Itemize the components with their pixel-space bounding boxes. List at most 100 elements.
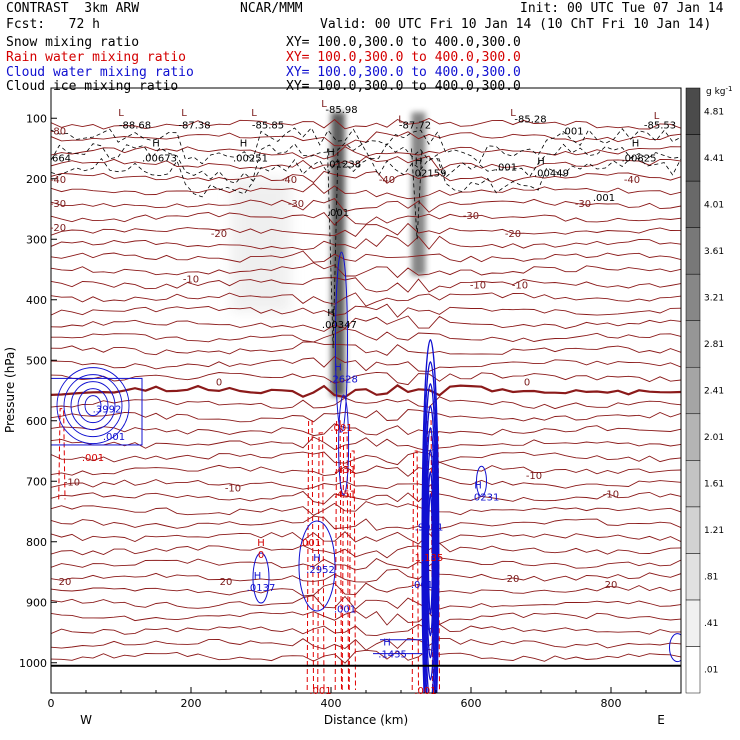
cloud-ice-contour: [51, 142, 681, 184]
temperature-label: -20: [211, 229, 227, 240]
temperature-label: -30: [50, 199, 66, 210]
cloud-water-contour: [424, 405, 437, 693]
temperature-label: -10: [225, 483, 241, 494]
field-rain-xy: XY= 100.0,300.0 to 400.0,300.0: [286, 50, 521, 65]
field-cloud-water-xy: XY= 100.0,300.0 to 400.0,300.0: [286, 65, 521, 80]
org-label: NCAR/MMM: [240, 1, 303, 16]
cloud-water-contour: [422, 361, 439, 693]
extremum-label: 0: [258, 550, 264, 561]
extremum-label: .9041: [415, 523, 444, 534]
temperature-contour: [51, 250, 681, 263]
extremum-label: .00251: [233, 154, 268, 165]
temperature-label: -10: [64, 477, 80, 488]
temperature-contour: [51, 568, 681, 583]
model-title: CONTRAST 3km ARW: [6, 1, 140, 16]
temperature-contour: [51, 409, 681, 423]
cloud-water-contour: [298, 520, 336, 612]
colorbar-label: 4.01: [704, 200, 724, 210]
colorbar-swatch: [685, 134, 701, 182]
rain-contour: [334, 420, 342, 690]
extremum-label: .00825: [622, 154, 657, 165]
colorbar-unit: g kg-1: [706, 85, 732, 97]
valid-time: Valid: 00 UTC Fri 10 Jan 14 (10 ChT Fri …: [320, 17, 712, 32]
colorbar-label: 2.41: [704, 387, 724, 397]
extremum-label: .001: [330, 423, 352, 434]
east-label: E: [657, 713, 665, 727]
y-tick-label: 100: [26, 112, 47, 125]
rain-contour: [341, 432, 349, 690]
y-tick-label: 200: [26, 173, 47, 186]
cloud-water-contour: [70, 381, 116, 431]
temperature-contour: [51, 451, 681, 466]
colorbar-label: .81: [704, 573, 718, 583]
extremum-label: L: [321, 99, 327, 110]
extremum-label: -87.72: [399, 120, 431, 131]
extremum-label: .001: [82, 453, 104, 464]
temperature-label: -10: [470, 281, 486, 292]
extremum-label: H: [257, 538, 265, 549]
temperature-contour: [51, 198, 681, 213]
temperature-contour: [51, 262, 681, 279]
colorbar-label: 3.61: [704, 247, 724, 257]
temperature-label: 20: [59, 577, 72, 588]
rain-contour: [58, 408, 66, 500]
cloud-water-contour: [421, 339, 440, 693]
temperature-contour: [51, 542, 681, 559]
colorbar-swatch: [685, 413, 701, 461]
extremum-label: H: [152, 138, 160, 149]
cloud-water-contour: [426, 471, 435, 637]
hydrometeor-contours-layer: [51, 127, 681, 693]
extremum-label: H: [422, 511, 430, 522]
temperature-contour: [51, 515, 681, 531]
temperature-label: -80: [50, 126, 66, 137]
colorbar-swatch: [685, 646, 701, 694]
temperature-label: -40: [379, 175, 395, 186]
extremum-label: .0137: [247, 583, 276, 594]
west-label: W: [80, 713, 92, 727]
cloud-water-contour: [669, 633, 681, 663]
colorbar-swatch: [685, 320, 701, 368]
extremum-label: .001: [327, 208, 349, 219]
temperature-contour: [51, 170, 681, 184]
colorbar-label: 1.61: [704, 480, 724, 490]
extremum-label: -85.53: [644, 120, 676, 131]
extremum-label: .02159: [412, 169, 447, 180]
temperature-contour: [51, 396, 681, 410]
cloud-ice-contour: [51, 157, 681, 198]
cloud-water-contour: [427, 493, 434, 615]
temperature-contour: [51, 623, 681, 637]
extremum-label: .001: [414, 686, 436, 697]
temperature-contour: [51, 461, 681, 477]
field-snow-name: Snow mixing ratio: [6, 35, 140, 50]
x-axis-label: Distance (km): [324, 713, 408, 727]
temperature-contour: [51, 582, 681, 597]
temperature-label: -40: [50, 175, 66, 186]
temperature-label: 20: [220, 577, 233, 588]
extremum-label: H: [474, 480, 482, 491]
x-tick-label: 600: [461, 697, 482, 710]
temperature-contour: [51, 222, 681, 237]
extremum-label: L: [251, 108, 257, 119]
colorbar-label: 4.81: [704, 107, 724, 117]
field-rain-name: Rain water mixing ratio: [6, 50, 187, 65]
temperature-label: 0: [524, 377, 530, 388]
colorbar-swatch: [685, 599, 701, 647]
extremum-label: .001: [309, 686, 331, 697]
extremum-label: H: [327, 148, 335, 159]
cloud-water-contour: [373, 639, 422, 655]
temperature-contour: [51, 384, 681, 399]
temperature-label: -10: [603, 489, 619, 500]
extremum-label: .001: [299, 538, 321, 549]
extremum-label: L: [118, 108, 124, 119]
temperature-contour: [51, 610, 681, 626]
extremum-label: .001: [103, 432, 125, 443]
extremum-label: .001: [561, 126, 583, 137]
temperature-label: -20: [505, 229, 521, 240]
extremum-label: 1.135: [415, 553, 444, 564]
extremum-label: .001: [593, 193, 615, 204]
colorbar-swatch: [685, 227, 701, 275]
cloud-water-contour: [252, 552, 270, 604]
temperature-contour: [51, 234, 681, 251]
extremum-label: -87.38: [178, 120, 210, 131]
